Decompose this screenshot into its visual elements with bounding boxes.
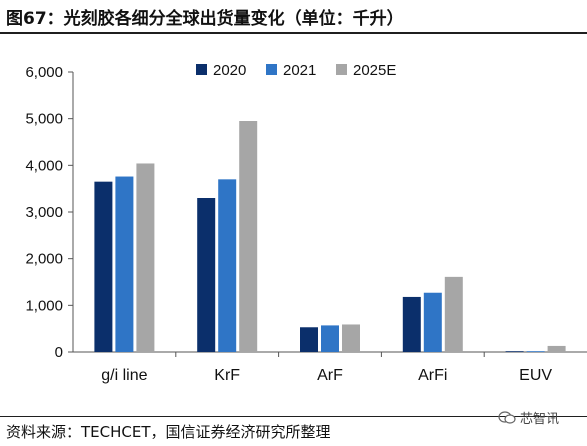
chart-bars xyxy=(94,121,566,352)
y-tick-label: 1,000 xyxy=(25,297,63,314)
x-category-label: KrF xyxy=(214,367,240,384)
bar-2021-giline xyxy=(115,176,134,352)
figure-title: 图67：光刻胶各细分全球出货量变化（单位：千升） xyxy=(6,9,404,29)
x-category-label: ArF xyxy=(317,367,343,384)
y-tick-label: 6,000 xyxy=(25,64,63,81)
y-tick-label: 4,000 xyxy=(25,157,63,174)
bar-2020-giline xyxy=(94,181,113,352)
x-category-label: g/i line xyxy=(101,367,147,384)
legend-label: 2020 xyxy=(213,62,246,79)
chart-labels: 0 1,000 2,000 3,000 4,000 5,000 6,000 g/i line K… xyxy=(25,64,552,384)
x-category-label: EUV xyxy=(519,367,552,384)
chart-legend: 2020 2021 2025E xyxy=(196,62,396,79)
y-tick-label: 3,000 xyxy=(25,204,63,221)
bar-2020-krf xyxy=(197,198,216,352)
bar-2025e-euv xyxy=(547,345,566,352)
watermark: 芯智讯 xyxy=(498,408,559,427)
legend-swatch xyxy=(196,64,207,75)
bar-2021-krf xyxy=(218,179,237,352)
bar-2025e-krf xyxy=(239,121,258,352)
legend-label: 2021 xyxy=(283,62,316,79)
legend-swatch xyxy=(336,64,347,75)
bar-chart: 0 1,000 2,000 3,000 4,000 5,000 6,000 g/i line K… xyxy=(25,62,587,384)
y-tick-label: 0 xyxy=(55,344,63,361)
title-rule xyxy=(0,32,587,34)
bar-2025e-giline xyxy=(136,163,155,352)
y-tick-label: 2,000 xyxy=(25,251,63,268)
y-tick-label: 5,000 xyxy=(25,111,63,128)
bar-2025e-arf xyxy=(342,324,360,352)
legend-swatch xyxy=(266,64,277,75)
watermark-text: 芯智讯 xyxy=(520,412,560,427)
x-category-label: ArFi xyxy=(418,367,447,384)
chat-bubble-icon xyxy=(498,410,516,424)
source-note: 资料来源：TECHCET，国信证券经济研究所整理 xyxy=(6,423,331,441)
bar-2021-arfi xyxy=(423,292,442,352)
bar-2025e-arfi xyxy=(444,276,463,352)
bar-2021-euv xyxy=(526,351,545,352)
source-rule xyxy=(0,416,587,417)
bar-2020-arf xyxy=(300,327,318,352)
bar-2021-arf xyxy=(321,325,339,352)
bar-2020-euv xyxy=(505,351,524,352)
legend-label: 2025E xyxy=(353,62,396,79)
bar-2020-arfi xyxy=(402,296,421,352)
